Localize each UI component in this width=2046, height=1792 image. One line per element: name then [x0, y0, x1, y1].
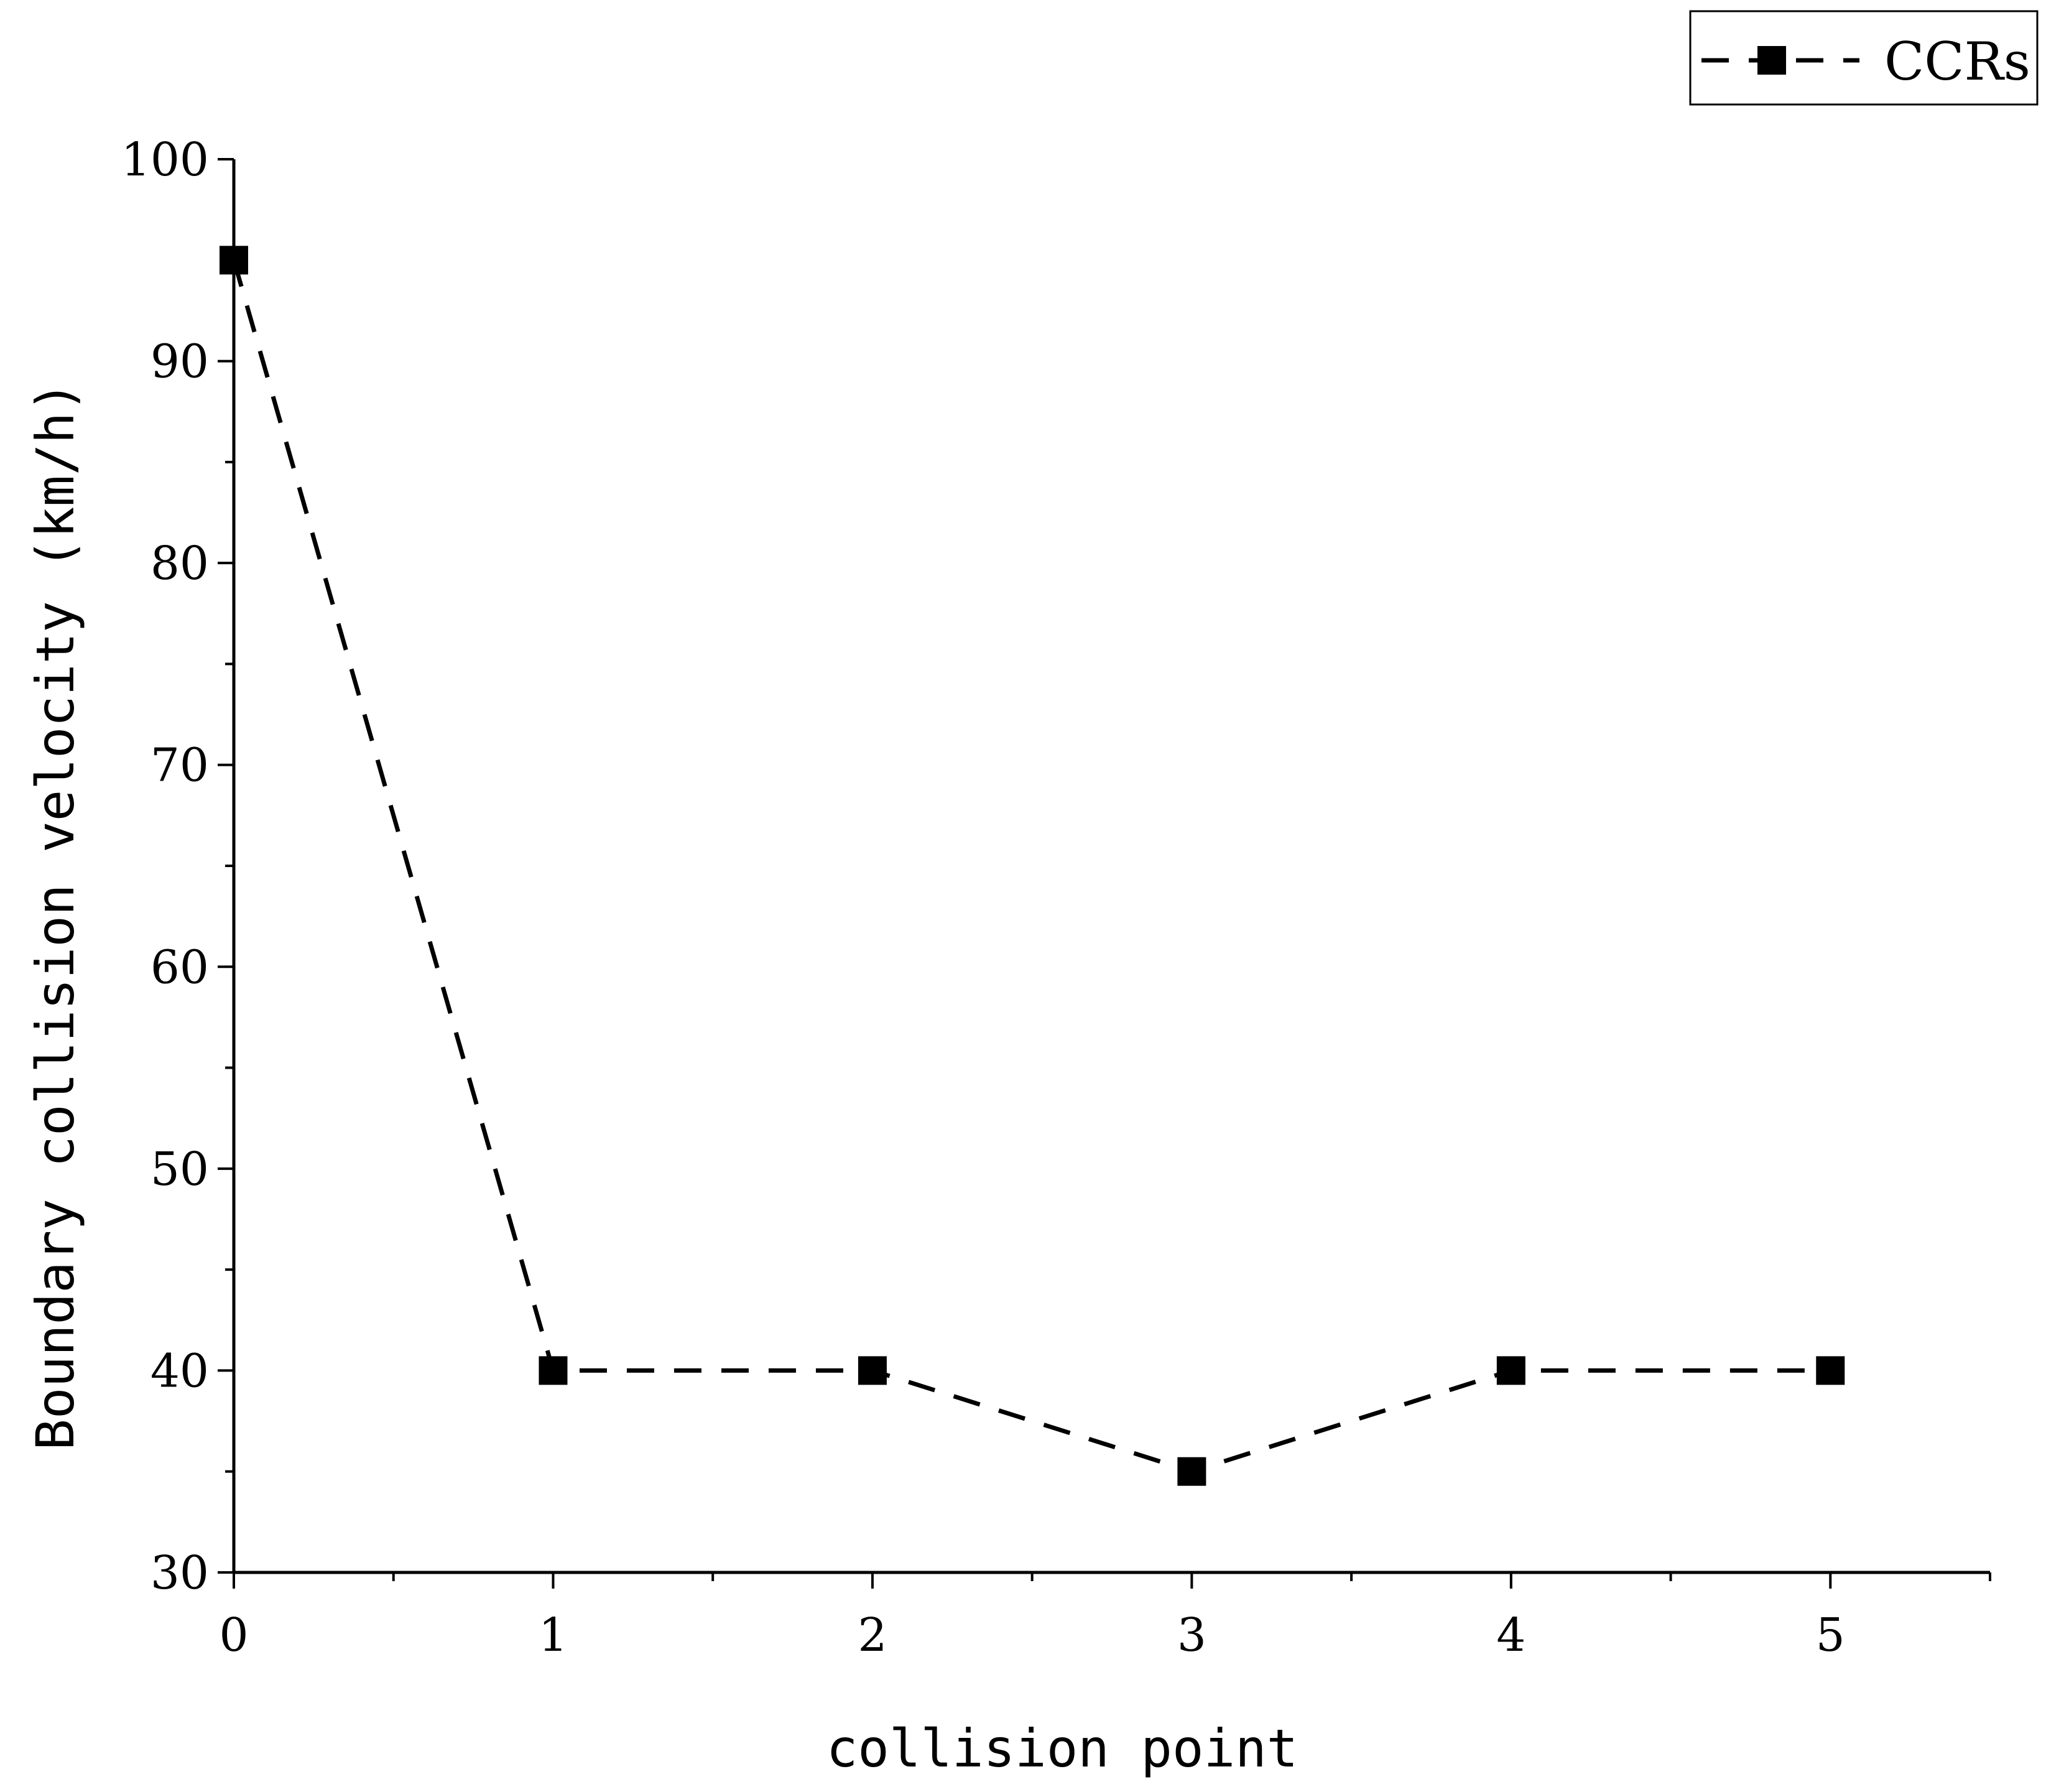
legend: CCRs — [1689, 10, 2039, 106]
data-point — [858, 1356, 887, 1385]
y-tick-label: 70 — [150, 739, 209, 792]
x-tick-label: 0 — [219, 1609, 248, 1662]
y-tick-label: 40 — [150, 1344, 209, 1398]
y-tick-label: 30 — [150, 1546, 209, 1600]
series-layer — [220, 246, 1845, 1486]
data-point — [1496, 1356, 1525, 1385]
legend-entry-ccrs: CCRs — [1884, 31, 2030, 92]
axes — [232, 159, 1990, 1574]
x-tick-label: 5 — [1816, 1609, 1845, 1662]
x-axis-title: collision point — [826, 1718, 1298, 1779]
data-point — [1816, 1356, 1845, 1385]
y-tick-label: 50 — [150, 1143, 209, 1196]
legend-marker-square — [1757, 46, 1786, 75]
y-tick-label: 100 — [121, 133, 209, 187]
x-tick-label: 2 — [858, 1609, 887, 1662]
data-point — [1177, 1457, 1206, 1486]
data-point — [220, 246, 248, 275]
y-tick-label: 60 — [150, 940, 209, 994]
x-tick-label: 3 — [1177, 1609, 1206, 1662]
y-ticks: 30 40 50 60 70 80 90 100 — [121, 133, 234, 1600]
x-ticks: 0 1 2 3 4 5 — [219, 1572, 1991, 1662]
x-tick-label: 4 — [1496, 1609, 1525, 1662]
x-tick-label: 1 — [539, 1609, 568, 1662]
data-point — [539, 1356, 568, 1385]
y-tick-label: 80 — [150, 537, 209, 590]
y-tick-label: 90 — [150, 335, 209, 389]
y-axis-title: Boundary collision velocity (km/h) — [25, 381, 86, 1450]
legend-box — [1689, 10, 2039, 106]
series-line-ccrs — [231, 259, 1831, 1474]
